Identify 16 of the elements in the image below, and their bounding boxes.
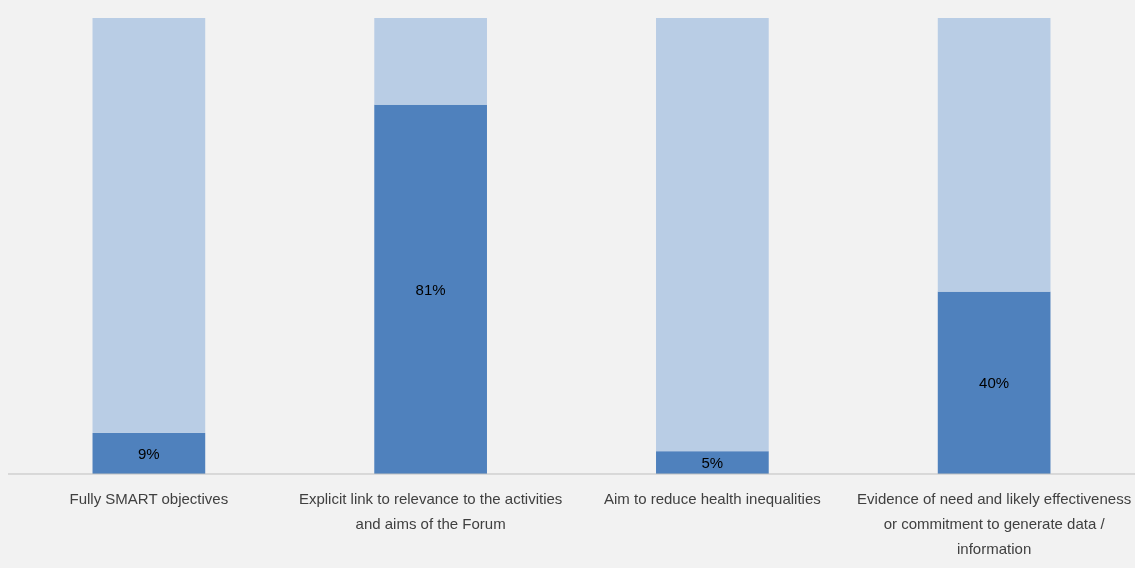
x-tick-label: Aim to reduce health inequalities [603,490,821,507]
bar [374,104,487,474]
data-label: 40% [979,374,1010,392]
x-tick-label: Fully SMART objectives [69,490,229,507]
bar [656,18,769,452]
bar [937,291,1051,474]
x-tick-label: Evidence of need and likely effectiveness or commitment to generate data / information [857,490,1132,557]
bar [937,18,1051,292]
data-label: 5% [701,453,724,471]
bar [92,432,206,474]
bar [374,18,487,105]
data-label: 81% [415,280,446,298]
bar [656,451,769,474]
bar [92,18,206,433]
data-label: 9% [138,444,160,462]
x-tick-label: Explicit link to relevance to the activities and aims of the Forum [298,490,563,532]
